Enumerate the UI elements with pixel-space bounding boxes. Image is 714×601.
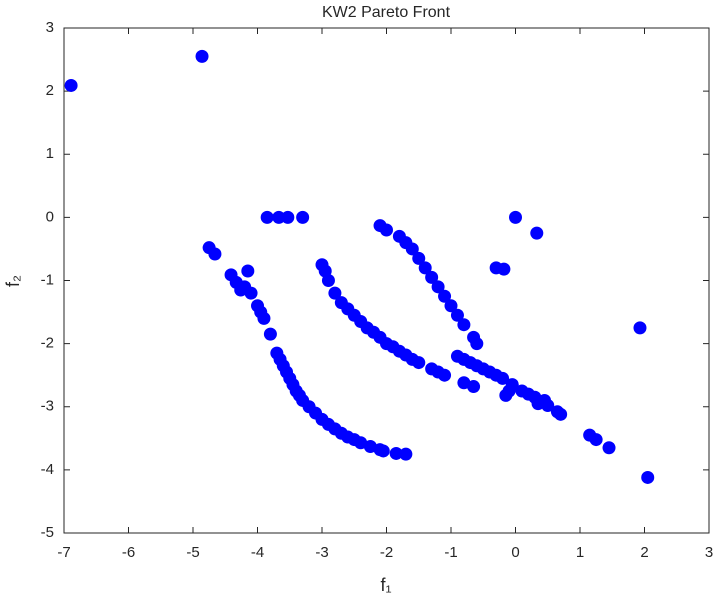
point bbox=[412, 251, 426, 265]
point bbox=[641, 470, 655, 484]
point bbox=[505, 378, 519, 392]
x-tick-label: -3 bbox=[315, 544, 328, 561]
point bbox=[431, 280, 445, 294]
point bbox=[321, 274, 335, 287]
point bbox=[470, 337, 484, 351]
point bbox=[450, 308, 464, 322]
y-tick-label: 3 bbox=[46, 19, 54, 36]
point bbox=[376, 444, 390, 458]
point bbox=[208, 247, 222, 261]
point bbox=[272, 210, 286, 224]
point bbox=[554, 407, 568, 421]
point bbox=[496, 371, 510, 385]
x-tick-label: 3 bbox=[705, 544, 713, 561]
point bbox=[405, 242, 419, 256]
x-tick-label: 1 bbox=[576, 544, 584, 561]
point bbox=[64, 78, 78, 92]
point bbox=[425, 270, 439, 284]
plot-frame bbox=[63, 27, 710, 534]
x-tick-label: 0 bbox=[511, 544, 519, 561]
x-axis-label: f₁ bbox=[380, 575, 391, 595]
x-tick-label: -5 bbox=[186, 544, 199, 561]
point bbox=[257, 311, 271, 325]
y-tick-label: 1 bbox=[46, 145, 54, 162]
point bbox=[499, 388, 513, 402]
x-tick-label: -6 bbox=[122, 544, 135, 561]
point bbox=[260, 210, 274, 224]
point bbox=[457, 318, 471, 332]
point bbox=[438, 289, 452, 303]
point bbox=[602, 441, 616, 455]
point bbox=[589, 433, 603, 447]
point bbox=[281, 210, 295, 224]
point bbox=[418, 261, 432, 275]
x-tick-label: -1 bbox=[444, 544, 457, 561]
point bbox=[541, 398, 555, 412]
point bbox=[380, 223, 393, 237]
point bbox=[296, 210, 310, 224]
y-tick-label: -3 bbox=[41, 398, 54, 415]
y-tick-label: 0 bbox=[46, 208, 54, 225]
chart-title: KW2 Pareto Front bbox=[322, 4, 451, 21]
point bbox=[241, 264, 255, 278]
y-tick-label: -5 bbox=[41, 524, 54, 541]
point bbox=[530, 226, 544, 240]
y-tick-label: -2 bbox=[41, 335, 54, 352]
point bbox=[509, 210, 522, 224]
point bbox=[263, 327, 277, 341]
point bbox=[633, 321, 647, 335]
point bbox=[467, 380, 481, 394]
point bbox=[438, 368, 452, 382]
x-tick-label: -7 bbox=[57, 544, 70, 561]
point bbox=[389, 446, 403, 460]
x-tick-label: -2 bbox=[380, 544, 393, 561]
point bbox=[328, 286, 342, 300]
y-tick-label: -4 bbox=[41, 461, 54, 478]
y-axis-label: f₂ bbox=[3, 275, 23, 287]
point bbox=[399, 447, 413, 461]
y-tick-label: -1 bbox=[41, 271, 54, 288]
point bbox=[412, 356, 426, 370]
point bbox=[444, 299, 458, 313]
x-tick-label: -4 bbox=[251, 544, 264, 561]
point bbox=[244, 286, 258, 300]
y-tick-label: 2 bbox=[46, 82, 54, 99]
point bbox=[497, 262, 511, 276]
point bbox=[195, 49, 209, 63]
x-tick-label: 2 bbox=[640, 544, 648, 561]
